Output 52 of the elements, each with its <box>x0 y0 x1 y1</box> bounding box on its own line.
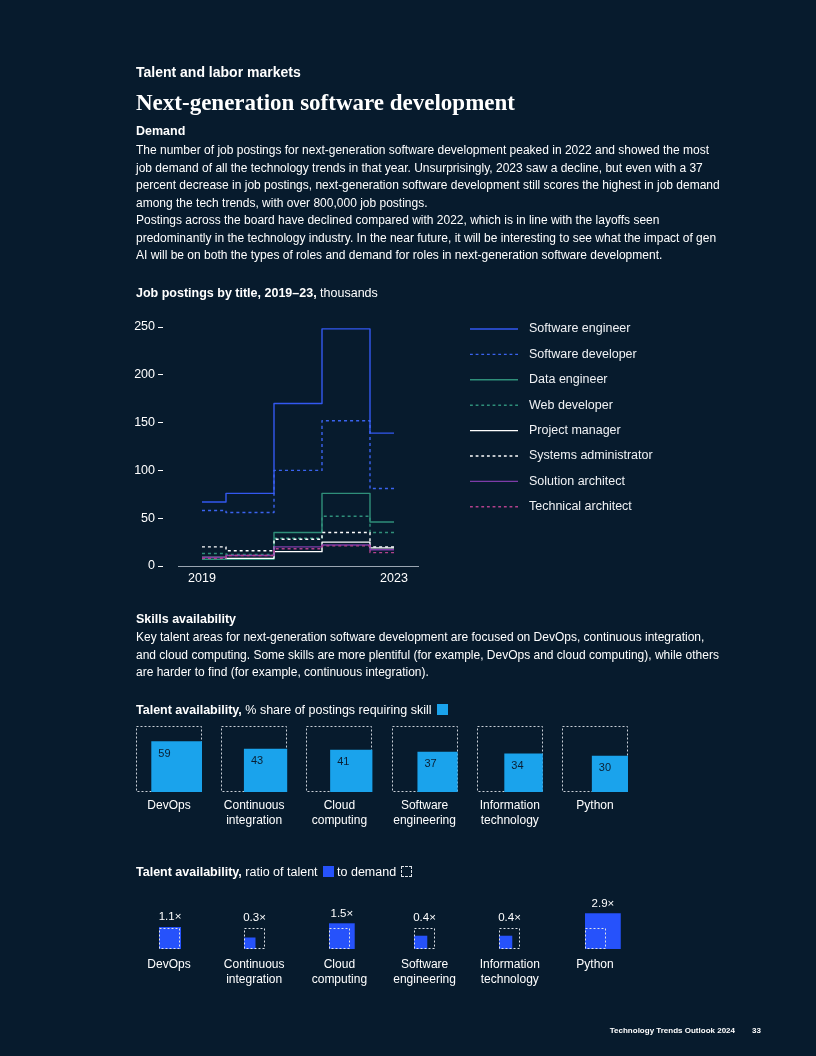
text: Demand <box>136 123 186 139</box>
x-tick-label: 2019 <box>188 570 216 585</box>
legend-label: Solution architect <box>529 473 626 488</box>
text: Talent availability, % share of postings requiring skill <box>136 702 433 718</box>
legend-label: Data engineer <box>529 372 608 387</box>
category-label: Software engineering <box>392 957 457 987</box>
y-tick-label: 0 <box>148 558 156 573</box>
data-label: 34 <box>511 759 524 772</box>
category-label: Information technology <box>478 957 541 987</box>
data-label: 59 <box>158 746 171 759</box>
y-tick-label: 200 <box>134 367 156 382</box>
legend-label: Web developer <box>529 397 613 412</box>
text: Skills availability <box>136 611 237 627</box>
data-label: 2.9× <box>591 896 615 909</box>
text: Key talent areas for next-generation software development are focused on DevOps, continuous integration, and cloud computing. Some skills are more plentiful (for example, DevOps and cloud computing), while others are harder to find (for example, continuous integration). <box>136 629 720 682</box>
y-tick-label: 50 <box>141 510 156 525</box>
data-label: 30 <box>598 761 612 774</box>
legend-label: Project manager <box>529 423 621 438</box>
y-tick-label: 250 <box>134 319 156 334</box>
category-label: Python <box>575 798 615 813</box>
text: Technology Trends Outlook 2024 <box>609 1026 735 1036</box>
data-label: 0.4× <box>413 911 436 924</box>
category-label: Cloud computing <box>310 957 369 987</box>
data-label: 0.3× <box>243 911 266 924</box>
legend-label: Systems administrator <box>529 448 653 463</box>
category-label: DevOps <box>146 957 192 972</box>
legend-label: Software engineer <box>529 321 631 336</box>
category-label: Cloud computing <box>310 798 369 828</box>
text: The number of job postings for next-generation software development peaked in 2022 and showed the most job demand of all the technology trends in that year. Unsurprisingly, 2023 saw a decline, but even with a 37 percent decrease in job postings, next-generation software development still scores the highest in job demand among the tech trends, with over 800,000 job postings. <box>136 142 720 212</box>
category-label: Continuous integration <box>222 957 286 987</box>
text: Next-generation software development <box>136 89 515 117</box>
chart-title: Talent availability, ratio of talent to demand <box>136 865 397 879</box>
text: Talent and labor markets <box>136 63 301 81</box>
category-label: DevOps <box>146 798 192 813</box>
data-label: 43 <box>250 754 264 767</box>
y-tick-label: 100 <box>134 462 156 477</box>
chart-title: Job postings by title, 2019–23, thousands <box>136 285 378 301</box>
data-label: 1.5× <box>330 906 354 919</box>
legend-label: Software developer <box>529 346 637 361</box>
category-label: Information technology <box>478 798 541 828</box>
y-tick-label: 150 <box>134 415 156 430</box>
data-label: 41 <box>337 755 350 768</box>
data-label: 37 <box>424 757 437 770</box>
data-label: 0.4× <box>498 911 521 924</box>
category-label: Software engineering <box>392 798 457 828</box>
legend-label: Technical architect <box>529 499 633 514</box>
text: Postings across the board have declined compared with 2022, which is in line with the layoffs seen predominantly in the technology industry. In the near future, it will be interesting to see what the impact of gen AI will be on both the types of roles and demand for roles in next-generation software development. <box>136 212 718 265</box>
category-label: Python <box>575 957 615 972</box>
category-label: Continuous integration <box>222 798 286 828</box>
text: 33 <box>752 1026 761 1036</box>
x-tick-label: 2023 <box>380 570 408 585</box>
data-label: 1.1× <box>158 910 182 923</box>
